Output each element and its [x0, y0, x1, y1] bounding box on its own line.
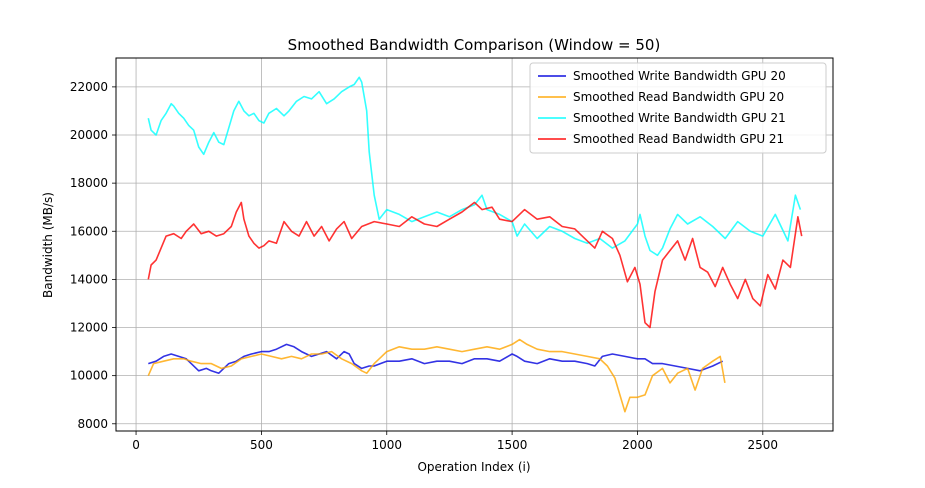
legend-label: Smoothed Write Bandwidth GPU 20	[573, 69, 786, 83]
series-line-3	[147, 76, 802, 257]
x-tick-label: 2500	[748, 438, 779, 452]
legend-label: Smoothed Read Bandwidth GPU 20	[573, 90, 784, 104]
legend-label: Smoothed Write Bandwidth GPU 21	[573, 111, 786, 125]
axis-ticks: 0 500 1000 1500 2000 2500 8000 10000 12000 14000 1…	[70, 80, 778, 452]
y-tick-label: 14000	[70, 272, 108, 286]
y-axis-label: Bandwidth (MB/s)	[41, 192, 55, 298]
x-tick-label: 500	[250, 438, 273, 452]
y-tick-label: 22000	[70, 80, 108, 94]
y-tick-label: 18000	[70, 176, 108, 190]
y-tick-label: 10000	[70, 369, 108, 383]
chart-title: Smoothed Bandwidth Comparison (Window = …	[288, 36, 661, 54]
y-tick-label: 12000	[70, 321, 108, 335]
y-tick-label: 16000	[70, 224, 108, 238]
x-tick-label: 1500	[497, 438, 528, 452]
legend-label: Smoothed Read Bandwidth GPU 21	[573, 132, 784, 146]
y-tick-label: 20000	[70, 128, 108, 142]
legend: Smoothed Write Bandwidth GPU 20 Smoothed …	[529, 62, 827, 154]
x-tick-label: 0	[132, 438, 140, 452]
grid	[116, 58, 833, 431]
x-tick-label: 2000	[622, 438, 653, 452]
series-line-4	[147, 201, 803, 329]
series-lines	[147, 76, 803, 413]
x-tick-label: 1000	[371, 438, 402, 452]
series-line-1	[148, 343, 724, 375]
legend-box	[529, 62, 827, 154]
y-tick-label: 8000	[77, 417, 108, 431]
legend-items: Smoothed Write Bandwidth GPU 20 Smoothed …	[538, 69, 786, 146]
plot-frame	[115, 57, 834, 432]
series-line-2	[147, 338, 726, 413]
x-axis-label: Operation Index (i)	[417, 460, 530, 474]
